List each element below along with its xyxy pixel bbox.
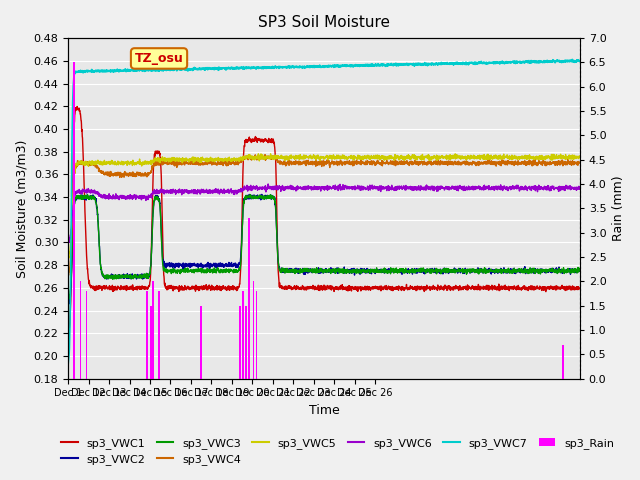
sp3_VWC4 bbox=[44, 274, 52, 279]
sp3_VWC7 bbox=[117, 68, 125, 73]
Y-axis label: Rain (mm): Rain (mm) bbox=[612, 176, 625, 241]
sp3_VWC5 bbox=[74, 159, 82, 165]
sp3_VWC7 bbox=[576, 59, 584, 64]
Bar bbox=[86, 291, 88, 379]
Bar bbox=[200, 306, 202, 379]
sp3_VWC3 bbox=[74, 194, 82, 200]
sp3_VWC6 bbox=[162, 189, 170, 194]
sp3_VWC5 bbox=[394, 154, 401, 160]
sp3_VWC5 bbox=[458, 153, 466, 158]
sp3_VWC7 bbox=[394, 62, 401, 68]
sp3_VWC1 bbox=[394, 284, 401, 290]
sp3_VWC6 bbox=[576, 186, 584, 192]
Title: SP3 Soil Moisture: SP3 Soil Moisture bbox=[258, 15, 390, 30]
Y-axis label: Soil Moisture (m3/m3): Soil Moisture (m3/m3) bbox=[15, 139, 28, 277]
sp3_VWC4 bbox=[162, 159, 170, 165]
sp3_VWC5 bbox=[273, 151, 281, 157]
sp3_VWC1 bbox=[469, 285, 477, 291]
sp3_VWC6 bbox=[117, 195, 125, 201]
Bar bbox=[245, 306, 247, 379]
sp3_VWC4 bbox=[469, 159, 477, 165]
sp3_VWC7 bbox=[569, 56, 577, 62]
sp3_VWC6 bbox=[51, 242, 58, 248]
sp3_VWC3 bbox=[458, 268, 466, 274]
Bar bbox=[74, 62, 75, 379]
sp3_VWC4 bbox=[74, 162, 82, 168]
Bar bbox=[150, 306, 152, 379]
sp3_VWC3 bbox=[83, 191, 91, 197]
sp3_VWC2 bbox=[45, 305, 52, 311]
Line: sp3_VWC5: sp3_VWC5 bbox=[48, 154, 580, 263]
sp3_VWC1 bbox=[44, 329, 52, 335]
Bar bbox=[255, 291, 257, 379]
Bar bbox=[563, 345, 564, 379]
Bar bbox=[248, 218, 250, 379]
sp3_VWC5 bbox=[62, 260, 70, 266]
Text: TZ_osu: TZ_osu bbox=[134, 52, 184, 65]
sp3_VWC2 bbox=[44, 302, 52, 308]
sp3_VWC1 bbox=[117, 285, 125, 291]
sp3_VWC3 bbox=[394, 270, 401, 276]
sp3_VWC6 bbox=[324, 181, 332, 187]
Bar bbox=[243, 291, 244, 379]
sp3_VWC7 bbox=[74, 70, 82, 75]
Bar bbox=[253, 281, 254, 379]
sp3_VWC6 bbox=[469, 185, 477, 191]
sp3_VWC6 bbox=[458, 184, 466, 190]
sp3_VWC6 bbox=[44, 241, 52, 247]
sp3_VWC2 bbox=[394, 268, 401, 274]
sp3_VWC3 bbox=[576, 268, 584, 274]
sp3_VWC5 bbox=[44, 256, 52, 262]
Line: sp3_VWC3: sp3_VWC3 bbox=[48, 194, 580, 303]
sp3_VWC7 bbox=[54, 366, 61, 372]
sp3_VWC3 bbox=[162, 267, 170, 273]
sp3_VWC3 bbox=[55, 300, 63, 306]
sp3_VWC6 bbox=[74, 189, 82, 194]
Bar bbox=[79, 281, 81, 379]
sp3_VWC3 bbox=[469, 267, 477, 273]
sp3_VWC1 bbox=[458, 285, 466, 291]
sp3_VWC2 bbox=[469, 269, 477, 275]
sp3_VWC2 bbox=[162, 262, 170, 268]
sp3_VWC2 bbox=[117, 272, 125, 277]
sp3_VWC7 bbox=[469, 59, 477, 65]
sp3_VWC4 bbox=[52, 276, 60, 282]
sp3_VWC1 bbox=[162, 286, 170, 292]
sp3_VWC7 bbox=[162, 67, 170, 73]
sp3_VWC2 bbox=[74, 196, 82, 202]
Line: sp3_VWC1: sp3_VWC1 bbox=[48, 106, 580, 336]
sp3_VWC5 bbox=[469, 155, 477, 161]
sp3_VWC2 bbox=[458, 268, 466, 274]
sp3_VWC6 bbox=[394, 185, 401, 191]
Bar bbox=[146, 291, 148, 379]
sp3_VWC4 bbox=[253, 151, 260, 157]
Line: sp3_VWC7: sp3_VWC7 bbox=[48, 59, 580, 369]
Line: sp3_VWC2: sp3_VWC2 bbox=[48, 194, 580, 308]
sp3_VWC1 bbox=[47, 333, 54, 339]
Line: sp3_VWC6: sp3_VWC6 bbox=[48, 184, 580, 245]
Bar bbox=[158, 291, 160, 379]
sp3_VWC3 bbox=[44, 296, 52, 302]
sp3_VWC3 bbox=[117, 276, 125, 281]
sp3_VWC1 bbox=[576, 283, 584, 288]
Legend: sp3_VWC1, sp3_VWC2, sp3_VWC3, sp3_VWC4, sp3_VWC5, sp3_VWC6, sp3_VWC7, sp3_Rain: sp3_VWC1, sp3_VWC2, sp3_VWC3, sp3_VWC4, … bbox=[57, 433, 619, 469]
sp3_VWC4 bbox=[458, 161, 466, 167]
sp3_VWC2 bbox=[90, 191, 97, 197]
X-axis label: Time: Time bbox=[308, 404, 339, 417]
sp3_VWC7 bbox=[458, 61, 465, 67]
sp3_VWC4 bbox=[117, 169, 125, 175]
sp3_VWC1 bbox=[74, 108, 82, 113]
sp3_VWC2 bbox=[576, 267, 584, 273]
Bar bbox=[239, 306, 241, 379]
Line: sp3_VWC4: sp3_VWC4 bbox=[48, 154, 580, 279]
sp3_VWC4 bbox=[576, 162, 584, 168]
sp3_VWC5 bbox=[117, 160, 125, 166]
sp3_VWC5 bbox=[162, 155, 170, 160]
Bar bbox=[152, 281, 154, 379]
sp3_VWC5 bbox=[576, 153, 584, 159]
sp3_VWC7 bbox=[44, 365, 52, 371]
sp3_VWC1 bbox=[72, 103, 80, 109]
sp3_VWC4 bbox=[394, 159, 401, 165]
